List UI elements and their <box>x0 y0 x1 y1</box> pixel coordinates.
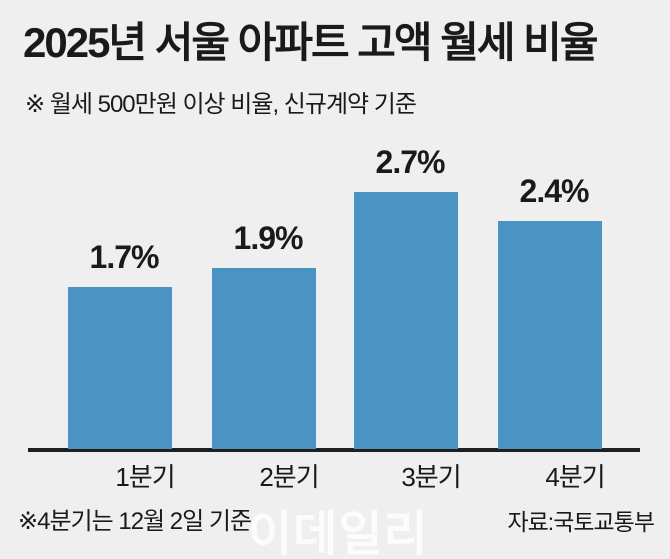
bar-q4 <box>498 221 602 449</box>
edaily-watermark: 이데일리 <box>248 508 429 559</box>
bar-q3 <box>354 192 458 449</box>
x-axis-tick-label-q3: 3분기 <box>401 462 461 492</box>
x-axis-line <box>28 448 640 452</box>
bar-q2 <box>212 268 316 449</box>
bar-q1 <box>68 287 172 449</box>
x-axis-tick-label-q4: 4분기 <box>545 462 605 492</box>
bar-value-label-q4: 2.4% <box>519 173 590 209</box>
footnote: ※4분기는 12월 2일 기준 <box>18 508 252 535</box>
source-credit: 자료:국토교통부 <box>507 509 655 535</box>
bar-value-label-q1: 1.7% <box>89 239 160 275</box>
chart-subtitle: ※ 월세 500만원 이상 비율, 신규계약 기준 <box>25 91 417 118</box>
bar-value-label-q3: 2.7% <box>375 144 446 180</box>
bar-value-label-q2: 1.9% <box>233 220 304 256</box>
x-axis-tick-label-q2: 2분기 <box>259 462 319 492</box>
x-axis-tick-label-q1: 1분기 <box>115 462 175 492</box>
chart-title: 2025년 서울 아파트 고액 월세 비율 <box>23 19 598 66</box>
